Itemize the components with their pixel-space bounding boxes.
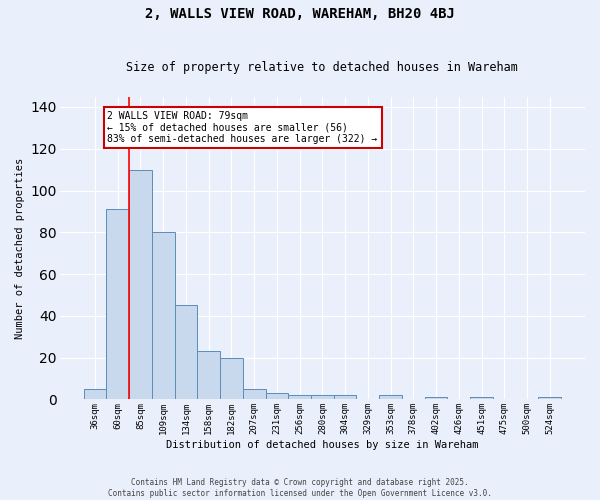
Bar — [197, 352, 220, 400]
Title: Size of property relative to detached houses in Wareham: Size of property relative to detached ho… — [127, 62, 518, 74]
X-axis label: Distribution of detached houses by size in Wareham: Distribution of detached houses by size … — [166, 440, 479, 450]
Bar — [106, 210, 129, 400]
Bar — [334, 395, 356, 400]
Bar — [470, 398, 493, 400]
Bar — [129, 170, 152, 400]
Bar — [311, 395, 334, 400]
Bar — [243, 389, 266, 400]
Bar — [288, 395, 311, 400]
Text: 2, WALLS VIEW ROAD, WAREHAM, BH20 4BJ: 2, WALLS VIEW ROAD, WAREHAM, BH20 4BJ — [145, 8, 455, 22]
Bar — [379, 395, 402, 400]
Bar — [175, 306, 197, 400]
Bar — [266, 393, 288, 400]
Bar — [83, 389, 106, 400]
Y-axis label: Number of detached properties: Number of detached properties — [15, 158, 25, 338]
Text: 2 WALLS VIEW ROAD: 79sqm
← 15% of detached houses are smaller (56)
83% of semi-d: 2 WALLS VIEW ROAD: 79sqm ← 15% of detach… — [107, 111, 378, 144]
Text: Contains HM Land Registry data © Crown copyright and database right 2025.
Contai: Contains HM Land Registry data © Crown c… — [108, 478, 492, 498]
Bar — [425, 398, 448, 400]
Bar — [538, 398, 561, 400]
Bar — [152, 232, 175, 400]
Bar — [220, 358, 243, 400]
